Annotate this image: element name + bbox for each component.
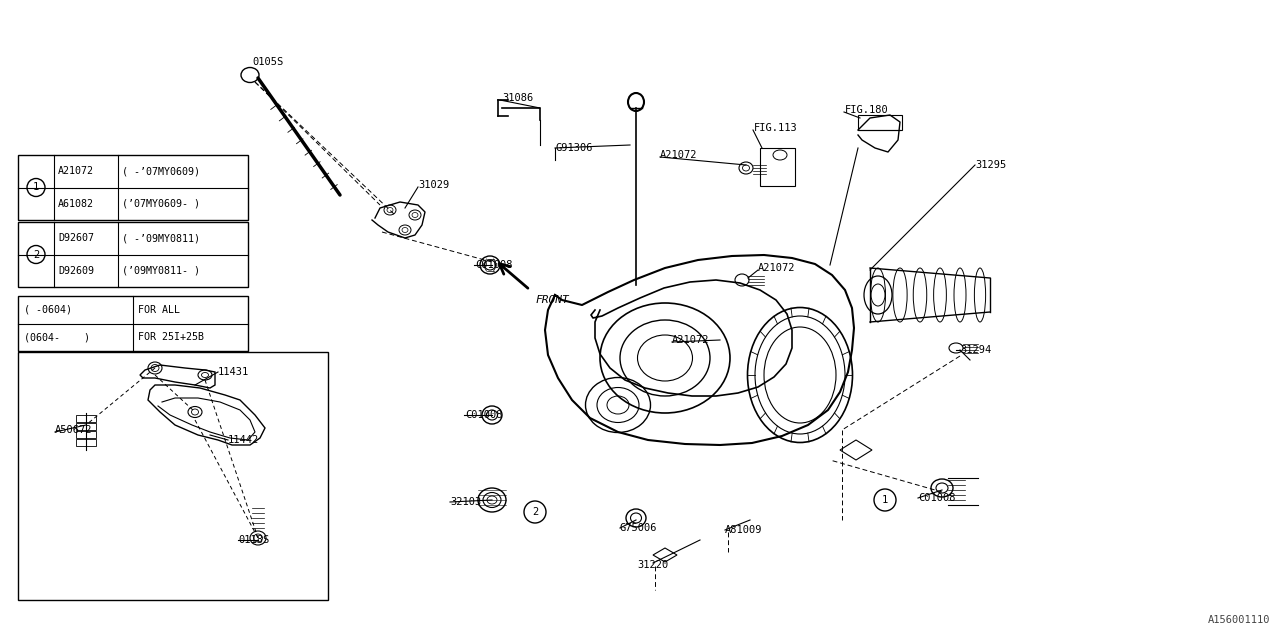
Text: A61082: A61082 — [58, 199, 93, 209]
Bar — [76, 423, 96, 430]
Text: 0105S: 0105S — [252, 57, 284, 67]
Bar — [18, 222, 248, 287]
Text: A21072: A21072 — [672, 335, 709, 345]
Bar — [76, 439, 96, 446]
Bar — [76, 431, 96, 438]
Text: FIG.180: FIG.180 — [845, 105, 888, 115]
Bar — [760, 148, 795, 186]
Text: (’09MY0811- ): (’09MY0811- ) — [122, 266, 200, 276]
Bar — [76, 415, 96, 422]
Text: ( -’07MY0609): ( -’07MY0609) — [122, 166, 200, 176]
Text: C01008: C01008 — [465, 410, 503, 420]
Text: 31220: 31220 — [637, 560, 668, 570]
Text: ( -’09MY0811): ( -’09MY0811) — [122, 233, 200, 243]
Text: (’07MY0609- ): (’07MY0609- ) — [122, 199, 200, 209]
Text: (0604-    ): (0604- ) — [24, 332, 90, 342]
Bar — [18, 352, 328, 600]
Text: FOR ALL: FOR ALL — [138, 305, 180, 315]
Bar — [18, 296, 248, 351]
Text: A21072: A21072 — [58, 166, 93, 176]
Text: 31295: 31295 — [975, 160, 1006, 170]
Text: 11442: 11442 — [228, 435, 260, 445]
Text: A156001110: A156001110 — [1207, 615, 1270, 625]
Text: 32103: 32103 — [451, 497, 481, 507]
Text: 31294: 31294 — [960, 345, 991, 355]
Text: 11431: 11431 — [218, 367, 250, 377]
Text: A50672: A50672 — [55, 425, 92, 435]
Text: G75006: G75006 — [620, 523, 658, 533]
Text: ( -0604): ( -0604) — [24, 305, 72, 315]
Text: 31086: 31086 — [502, 93, 534, 103]
Text: G91306: G91306 — [556, 143, 594, 153]
Text: 0118S: 0118S — [238, 535, 269, 545]
Text: A21072: A21072 — [660, 150, 698, 160]
Text: D92607: D92607 — [58, 233, 93, 243]
Text: C01008: C01008 — [918, 493, 955, 503]
Text: A81009: A81009 — [724, 525, 763, 535]
Text: FIG.113: FIG.113 — [754, 123, 797, 133]
Text: 1: 1 — [882, 495, 888, 505]
Text: 1: 1 — [33, 182, 40, 193]
Text: 2: 2 — [532, 507, 538, 517]
Text: FOR 25I+25B: FOR 25I+25B — [138, 332, 204, 342]
Text: 2: 2 — [33, 250, 40, 259]
Bar — [18, 155, 248, 220]
Text: 31029: 31029 — [419, 180, 449, 190]
Text: A21072: A21072 — [758, 263, 795, 273]
Bar — [858, 115, 902, 130]
Text: D92609: D92609 — [58, 266, 93, 276]
Text: FRONT: FRONT — [535, 295, 568, 305]
Text: C01008: C01008 — [475, 260, 512, 270]
